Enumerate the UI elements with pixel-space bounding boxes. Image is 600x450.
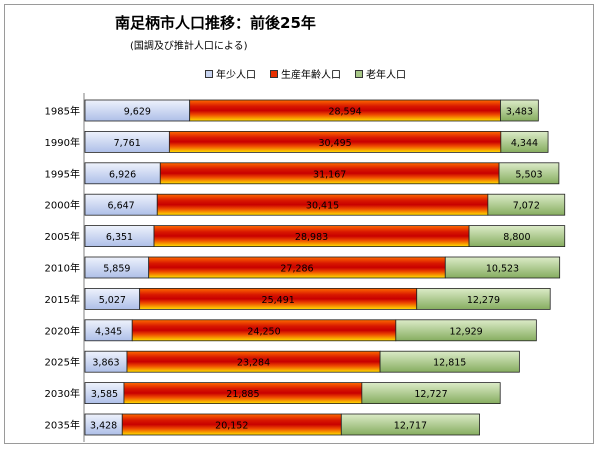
data-label-young: 6,926 (109, 169, 136, 180)
data-label-elderly: 12,717 (394, 421, 427, 432)
data-label-young: 3,863 (92, 358, 119, 369)
y-tick-label: 2035年 (45, 419, 80, 432)
data-label-elderly: 3,483 (506, 107, 533, 118)
legend-label-young: 年少人口 (216, 70, 256, 81)
y-tick-label: 2030年 (45, 387, 80, 400)
data-label-working: 30,415 (306, 201, 339, 212)
y-tick-label: 2000年 (45, 199, 80, 212)
data-label-working: 25,491 (262, 295, 295, 306)
data-label-young: 9,629 (124, 107, 151, 118)
legend-swatch-elderly (355, 69, 363, 78)
y-tick-label: 2025年 (45, 356, 80, 369)
y-tick-label: 1985年 (45, 105, 80, 118)
legend-item-young: 年少人口 (205, 66, 256, 81)
bar-elderly (487, 193, 566, 216)
legend-label-working: 生産年齢人口 (281, 70, 341, 81)
legend-swatch-working (270, 69, 278, 78)
data-label-working: 30,495 (318, 138, 351, 149)
data-label-elderly: 12,929 (449, 326, 482, 337)
data-label-elderly: 12,815 (433, 358, 466, 369)
bar-elderly (498, 162, 560, 185)
data-label-young: 5,859 (103, 264, 130, 275)
data-label-working: 23,284 (237, 358, 270, 369)
data-label-elderly: 12,279 (467, 295, 500, 306)
data-label-elderly: 8,800 (503, 232, 530, 243)
bar-elderly (340, 413, 480, 436)
data-label-young: 6,647 (108, 201, 135, 212)
bar-elderly (361, 382, 501, 405)
data-label-working: 31,167 (313, 169, 346, 180)
y-tick-label: 2015年 (45, 293, 80, 306)
data-label-working: 28,594 (328, 107, 361, 118)
data-label-working: 24,250 (247, 326, 280, 337)
chart-title: 南足柄市人口推移：前後25年 (115, 14, 316, 32)
y-tick-label: 2005年 (45, 230, 80, 243)
legend-swatch-young (205, 69, 213, 78)
bar-elderly (500, 130, 549, 153)
data-label-elderly: 4,344 (511, 138, 538, 149)
data-label-young: 3,428 (90, 421, 117, 432)
data-label-working: 21,885 (226, 389, 259, 400)
data-label-elderly: 7,072 (513, 201, 540, 212)
y-tick-label: 2020年 (45, 324, 80, 337)
legend-label-elderly: 老年人口 (366, 70, 406, 81)
data-label-young: 3,585 (91, 389, 118, 400)
bar-elderly (500, 99, 539, 122)
bar-elderly (444, 256, 561, 279)
legend-item-working: 生産年齢人口 (270, 66, 341, 81)
legend-item-elderly: 老年人口 (355, 66, 406, 81)
data-label-elderly: 10,523 (486, 264, 519, 275)
data-label-young: 7,761 (114, 138, 141, 149)
bar-elderly (416, 287, 551, 310)
chart-subtitle: (国調及び推計人口による) (130, 41, 248, 52)
data-label-young: 4,345 (95, 326, 122, 337)
data-label-elderly: 12,727 (414, 389, 447, 400)
data-label-working: 20,152 (215, 421, 248, 432)
bar-elderly (395, 319, 537, 342)
chart-legend: 年少人口 生産年齢人口 老年人口 (205, 66, 406, 81)
data-label-young: 5,027 (99, 295, 126, 306)
y-tick-label: 1995年 (45, 167, 80, 180)
data-label-young: 6,351 (106, 232, 133, 243)
data-label-working: 27,286 (280, 264, 313, 275)
y-tick-label: 2010年 (45, 262, 80, 275)
y-tick-label: 1990年 (45, 136, 80, 149)
bar-elderly (468, 225, 566, 248)
data-label-working: 28,983 (295, 232, 328, 243)
data-label-elderly: 5,503 (515, 169, 542, 180)
bar-elderly (379, 350, 520, 373)
